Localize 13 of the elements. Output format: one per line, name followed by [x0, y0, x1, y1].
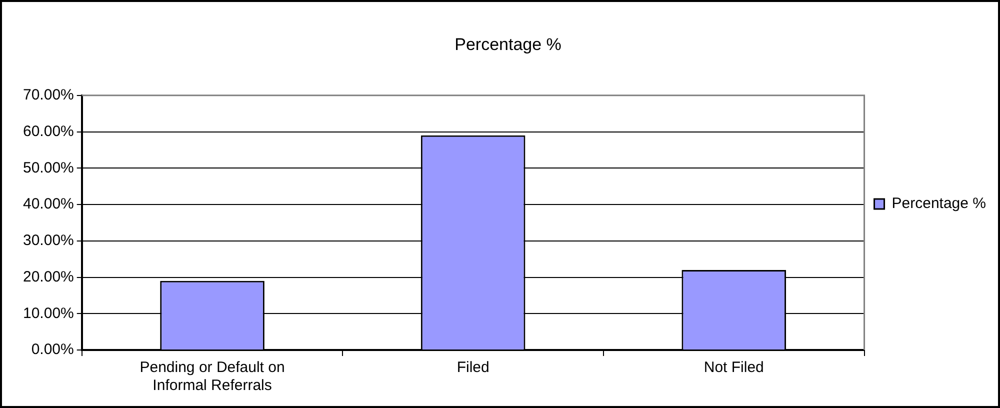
chart-title: Percentage %: [454, 34, 562, 54]
x-tick-label: Filed: [456, 359, 490, 376]
y-tick-label: 60.00%: [23, 122, 74, 140]
y-tick-label: 40.00%: [23, 196, 74, 213]
y-tick-label: 20.00%: [23, 268, 74, 286]
y-tick-label: 30.00%: [23, 232, 74, 250]
y-tick-label: 50.00%: [23, 159, 74, 176]
x-tick-label: Pending or Default on Informal Referrals: [140, 359, 285, 394]
y-tick-label: 0.00%: [31, 341, 74, 358]
legend-label: Percentage %: [892, 195, 986, 212]
y-tick-label: 70.00%: [23, 86, 74, 104]
x-tick-label: Not Filed: [704, 359, 764, 376]
y-tick-label: 10.00%: [23, 304, 74, 322]
